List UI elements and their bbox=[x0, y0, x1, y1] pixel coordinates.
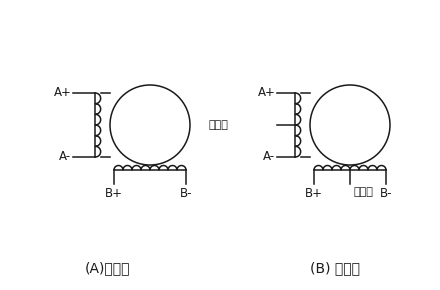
Text: 接电源: 接电源 bbox=[208, 120, 228, 130]
Text: B-: B- bbox=[180, 187, 192, 200]
Text: A+: A+ bbox=[53, 86, 71, 99]
Text: A+: A+ bbox=[257, 86, 275, 99]
Text: (A)双极性: (A)双极性 bbox=[85, 261, 131, 275]
Text: 接电源: 接电源 bbox=[354, 187, 374, 197]
Text: B+: B+ bbox=[105, 187, 123, 200]
Text: A-: A- bbox=[263, 151, 275, 164]
Text: (B) 单极性: (B) 单极性 bbox=[310, 261, 360, 275]
Text: B-: B- bbox=[380, 187, 392, 200]
Text: B+: B+ bbox=[305, 187, 323, 200]
Text: A-: A- bbox=[59, 151, 71, 164]
